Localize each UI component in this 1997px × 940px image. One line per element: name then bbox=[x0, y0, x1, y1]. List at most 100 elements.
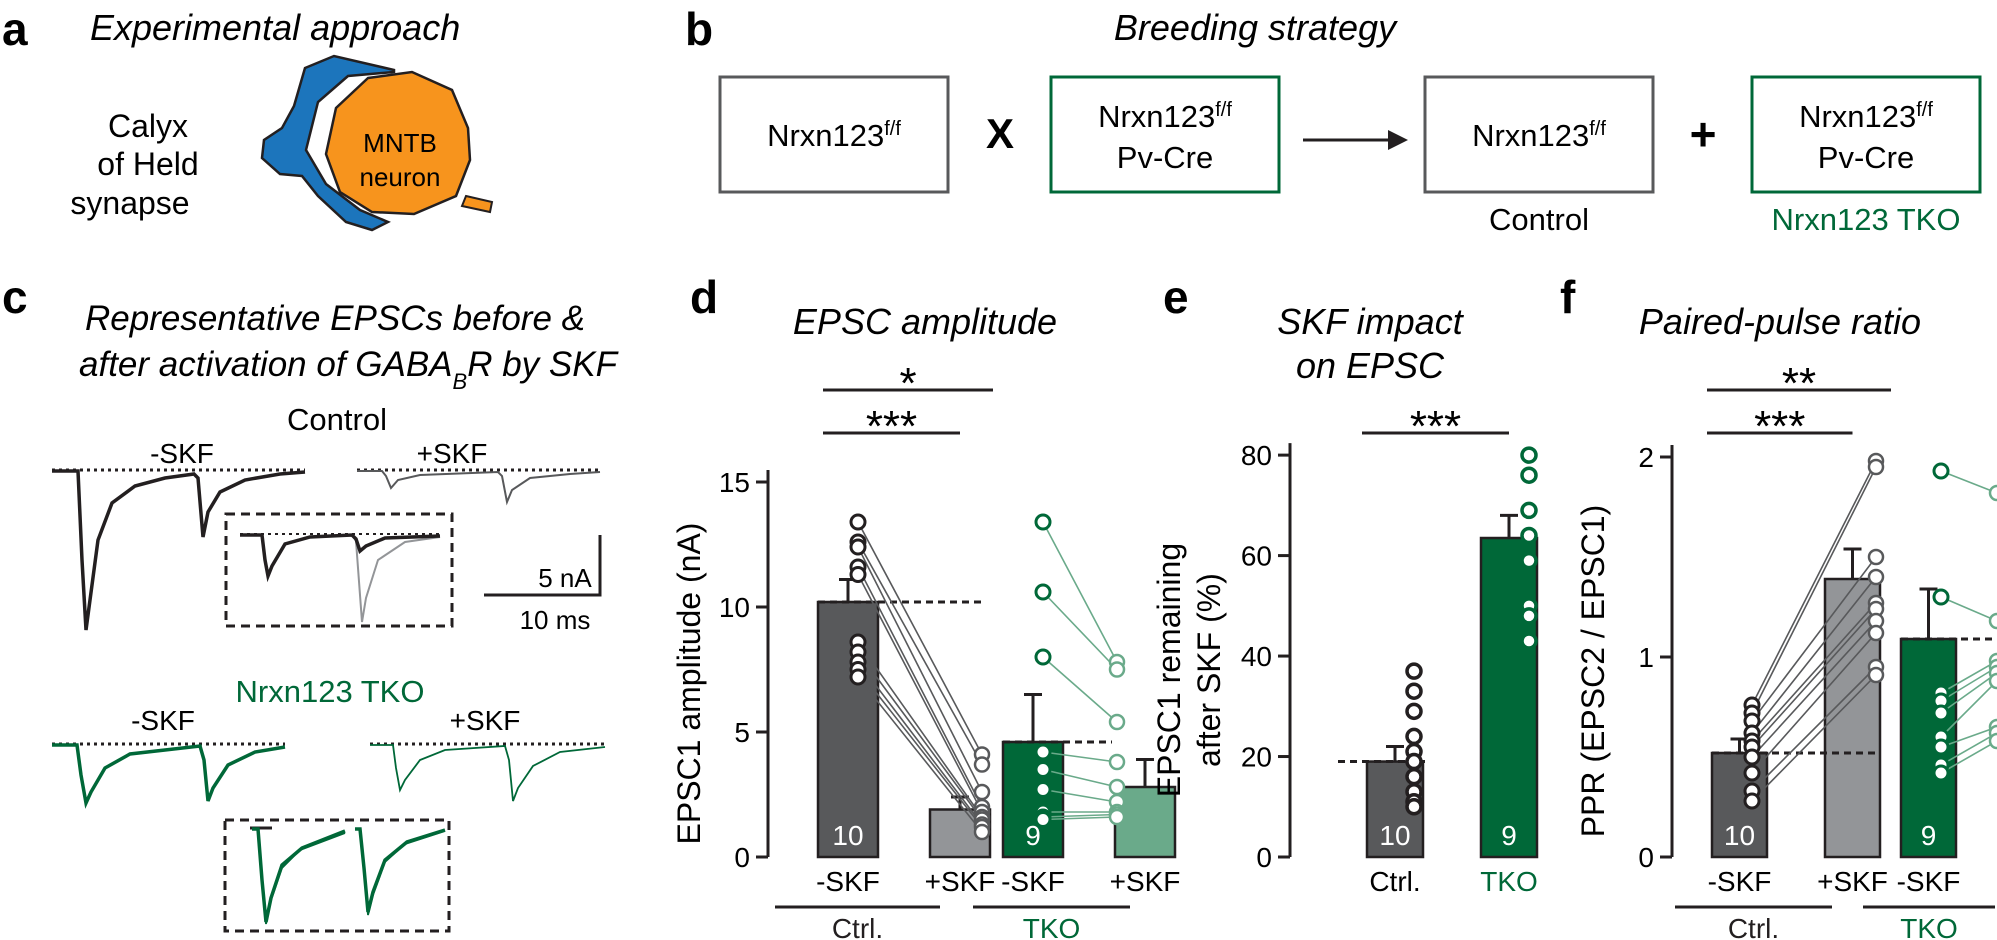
d-point-before bbox=[1034, 583, 1052, 601]
e-y-axis-label: EPSC1 remaining bbox=[1151, 543, 1187, 797]
d-category-label: +SKF bbox=[1110, 866, 1181, 897]
scale-bar bbox=[484, 535, 602, 597]
calyx-label-line1: Calyx bbox=[108, 108, 188, 144]
e-bar bbox=[1479, 536, 1539, 859]
d-y-tick-label: 5 bbox=[734, 717, 750, 748]
f-y-tick-label: 2 bbox=[1638, 442, 1654, 473]
d-point-before bbox=[1034, 648, 1052, 666]
f-point-after bbox=[1988, 484, 1997, 502]
f-point-after bbox=[1867, 458, 1885, 476]
cross-symbol: X bbox=[986, 110, 1014, 157]
e-point bbox=[1405, 682, 1423, 700]
f-significance-label: ** bbox=[1782, 359, 1816, 408]
d-pair-line bbox=[1042, 768, 1118, 788]
d-significance-label: * bbox=[899, 359, 916, 408]
calyx-label-line2: of Held bbox=[97, 146, 198, 182]
d-y-tick-label: 0 bbox=[734, 842, 750, 873]
f-point-before bbox=[1932, 462, 1950, 480]
tko-traces-label: Nrxn123 TKO bbox=[236, 674, 425, 709]
f-group-label: Ctrl. bbox=[1728, 913, 1779, 940]
f-y-axis-label: PPR (EPSC2 / EPSC1) bbox=[1575, 505, 1611, 838]
panel-e-title-line1: SKF impact bbox=[1277, 301, 1464, 342]
e-point bbox=[1405, 662, 1423, 680]
panel-a-title: Experimental approach bbox=[90, 7, 460, 48]
neuron-axon-shape bbox=[460, 194, 494, 214]
d-point-before bbox=[849, 566, 867, 583]
d-pair-line bbox=[857, 541, 983, 765]
d-point-before bbox=[1034, 761, 1052, 778]
panel-a: a Experimental approach Calyx of Held sy… bbox=[2, 3, 494, 232]
d-point-before bbox=[1034, 513, 1052, 531]
panel-a-letter: a bbox=[2, 3, 28, 55]
e-y-tick-label: 0 bbox=[1256, 842, 1272, 873]
d-pair-line bbox=[1042, 591, 1118, 671]
f-point-before bbox=[1932, 588, 1950, 606]
control-inset-box bbox=[224, 512, 454, 628]
f-point-before bbox=[1932, 704, 1950, 722]
d-pair-line bbox=[857, 661, 983, 825]
tko-inset-base-trace bbox=[252, 827, 346, 923]
panel-d-title: EPSC amplitude bbox=[793, 301, 1057, 342]
f-point-after bbox=[1988, 732, 1997, 750]
e-point bbox=[1405, 727, 1423, 746]
panel-c: c Representative EPSCs before & after ac… bbox=[2, 271, 620, 933]
f-point-after bbox=[1867, 666, 1885, 684]
d-bar bbox=[816, 600, 880, 859]
d-pair-line bbox=[857, 521, 983, 755]
d-bar bbox=[1113, 785, 1177, 859]
e-y-tick-label: 40 bbox=[1241, 641, 1272, 672]
d-group-label: TKO bbox=[1023, 913, 1081, 940]
f-point-before bbox=[1743, 748, 1761, 766]
neuron-label-line2: neuron bbox=[360, 162, 441, 192]
d-pair-line bbox=[1042, 788, 1118, 803]
f-pair-line bbox=[1940, 726, 1997, 748]
d-pair-line bbox=[1042, 656, 1118, 723]
f-pair-line bbox=[1940, 740, 1997, 774]
control-inset-base-trace bbox=[240, 533, 441, 583]
f-pair-line bbox=[1751, 666, 1877, 792]
panel-f-letter: f bbox=[1560, 271, 1576, 323]
d-pair-line bbox=[1042, 751, 1118, 763]
calyx-of-held-shape bbox=[260, 54, 396, 232]
e-y-tick-label: 80 bbox=[1241, 440, 1272, 471]
e-n-label: 10 bbox=[1379, 820, 1410, 851]
d-category-label: +SKF bbox=[925, 866, 996, 897]
d-y-tick-label: 10 bbox=[719, 592, 750, 623]
d-group-label: Ctrl. bbox=[832, 913, 883, 940]
e-y-tick-label: 20 bbox=[1241, 742, 1272, 773]
f-pair-line bbox=[1751, 608, 1877, 748]
d-point-before bbox=[1034, 743, 1052, 761]
d-pair-line bbox=[857, 676, 983, 833]
d-n-label: 10 bbox=[832, 820, 863, 851]
f-y-tick-label: 1 bbox=[1638, 642, 1654, 673]
f-category-label: -SKF bbox=[1708, 866, 1772, 897]
f-pair-line bbox=[1751, 466, 1877, 714]
d-point-after bbox=[1108, 808, 1126, 826]
d-pair-line bbox=[857, 651, 983, 820]
breeding-arrow-head bbox=[1388, 130, 1408, 150]
d-y-axis-label: EPSC1 amplitude (nA) bbox=[671, 523, 707, 845]
f-pair-line bbox=[1940, 470, 1997, 494]
f-pair-line bbox=[1751, 576, 1877, 734]
tko-minus-skf-trace bbox=[52, 743, 286, 809]
scale-bar-x-label: 10 ms bbox=[520, 605, 591, 635]
tko-inset-box bbox=[223, 818, 451, 933]
calyx-label-line3: synapse bbox=[70, 185, 189, 221]
breeding-box-1-label: Nrxn123f/f bbox=[767, 118, 901, 153]
panel-f-title: Paired-pulse ratio bbox=[1639, 301, 1921, 342]
control-minus-skf-trace bbox=[52, 469, 306, 631]
f-pair-line bbox=[1751, 460, 1877, 706]
d-bar bbox=[1001, 740, 1065, 859]
e-significance-label: *** bbox=[1410, 402, 1461, 451]
d-y-tick-label: 15 bbox=[719, 467, 750, 498]
d-significance-label: *** bbox=[866, 402, 917, 451]
f-y-tick-label: 0 bbox=[1638, 842, 1654, 873]
panel-e-letter: e bbox=[1163, 271, 1189, 323]
e-point bbox=[1520, 466, 1538, 484]
control-genotype-label: Control bbox=[1489, 202, 1589, 237]
breeding-box-4-line1: Nrxn123f/f bbox=[1799, 99, 1933, 134]
e-category-label: Ctrl. bbox=[1369, 866, 1420, 897]
e-point bbox=[1405, 702, 1423, 721]
